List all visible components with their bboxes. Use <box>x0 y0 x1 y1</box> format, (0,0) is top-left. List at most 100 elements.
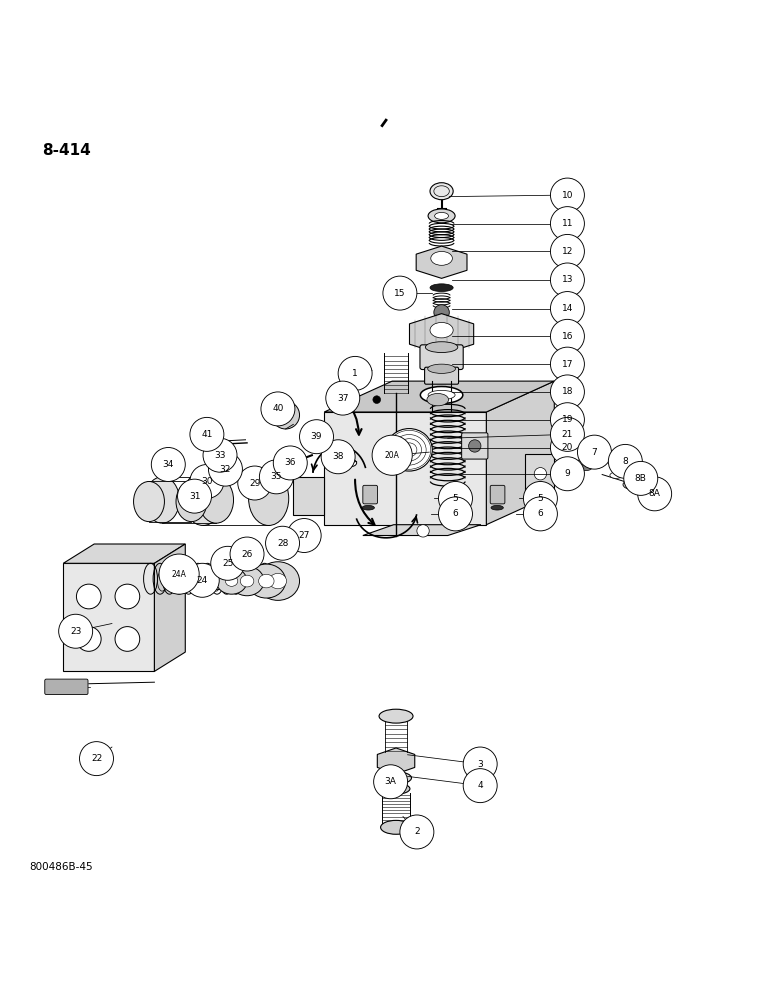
Text: 3: 3 <box>477 760 483 769</box>
Text: 8: 8 <box>622 457 628 466</box>
Text: 3A: 3A <box>384 777 397 786</box>
Text: 41: 41 <box>201 430 212 439</box>
Text: 30: 30 <box>201 477 212 486</box>
Ellipse shape <box>381 772 411 784</box>
Ellipse shape <box>199 477 233 523</box>
Circle shape <box>203 438 237 472</box>
Circle shape <box>326 381 360 415</box>
Ellipse shape <box>386 429 432 471</box>
Circle shape <box>151 448 185 481</box>
Ellipse shape <box>390 786 402 791</box>
FancyBboxPatch shape <box>425 367 459 384</box>
Text: 35: 35 <box>271 472 282 481</box>
Circle shape <box>469 440 481 452</box>
Ellipse shape <box>381 820 411 834</box>
Circle shape <box>178 479 212 513</box>
Circle shape <box>272 401 300 429</box>
Text: 22: 22 <box>91 754 102 763</box>
Ellipse shape <box>247 564 286 598</box>
Circle shape <box>259 460 293 494</box>
Circle shape <box>638 477 672 511</box>
Text: 10: 10 <box>562 191 573 200</box>
Text: 800486B-45: 800486B-45 <box>29 862 93 872</box>
Text: 20A: 20A <box>384 451 400 460</box>
Text: 13: 13 <box>562 275 573 284</box>
Circle shape <box>321 440 355 474</box>
Text: 12: 12 <box>562 247 573 256</box>
Polygon shape <box>324 412 486 525</box>
FancyBboxPatch shape <box>420 345 463 370</box>
Circle shape <box>59 614 93 648</box>
Ellipse shape <box>259 574 274 588</box>
Text: 21: 21 <box>562 430 573 439</box>
FancyBboxPatch shape <box>63 563 154 671</box>
Ellipse shape <box>388 775 404 781</box>
Circle shape <box>261 392 295 426</box>
Circle shape <box>287 519 321 552</box>
Ellipse shape <box>430 183 453 200</box>
Ellipse shape <box>183 471 223 525</box>
Polygon shape <box>409 314 474 354</box>
Ellipse shape <box>431 251 452 265</box>
Text: 20: 20 <box>562 443 573 452</box>
Circle shape <box>273 446 307 480</box>
Text: 6: 6 <box>452 509 459 518</box>
Circle shape <box>550 178 584 212</box>
Ellipse shape <box>428 390 455 400</box>
Circle shape <box>624 461 658 495</box>
Ellipse shape <box>343 459 357 467</box>
Text: 11: 11 <box>562 219 573 228</box>
Circle shape <box>550 292 584 326</box>
Circle shape <box>211 546 245 580</box>
Circle shape <box>373 396 381 403</box>
Polygon shape <box>486 381 554 525</box>
Text: 25: 25 <box>222 559 233 568</box>
Circle shape <box>434 305 449 320</box>
Circle shape <box>550 263 584 297</box>
Ellipse shape <box>225 576 238 586</box>
Circle shape <box>463 769 497 803</box>
Ellipse shape <box>430 284 453 292</box>
Polygon shape <box>525 454 554 494</box>
Text: 8A: 8A <box>648 489 661 498</box>
Text: 9: 9 <box>564 469 571 478</box>
Circle shape <box>185 563 219 597</box>
Text: 23: 23 <box>70 627 81 636</box>
Text: 6: 6 <box>537 509 543 518</box>
Ellipse shape <box>382 783 410 794</box>
Circle shape <box>400 815 434 849</box>
Text: 40: 40 <box>273 404 283 413</box>
Circle shape <box>550 457 584 491</box>
Circle shape <box>190 417 224 451</box>
Text: 36: 36 <box>285 458 296 467</box>
Circle shape <box>523 497 557 531</box>
Circle shape <box>115 584 140 609</box>
Ellipse shape <box>379 709 413 723</box>
Text: 29: 29 <box>249 479 260 488</box>
Text: 19: 19 <box>562 415 573 424</box>
Circle shape <box>76 627 101 651</box>
Text: 16: 16 <box>562 332 573 341</box>
Ellipse shape <box>256 562 300 600</box>
Text: 7: 7 <box>591 448 598 457</box>
Text: 4: 4 <box>477 781 483 790</box>
Text: 27: 27 <box>299 531 310 540</box>
Text: 24A: 24A <box>171 570 187 579</box>
Text: 15: 15 <box>394 289 405 298</box>
Circle shape <box>372 435 412 475</box>
Ellipse shape <box>425 342 458 353</box>
Text: 1: 1 <box>352 369 358 378</box>
Circle shape <box>76 584 101 609</box>
Text: 5: 5 <box>537 494 543 503</box>
Circle shape <box>550 319 584 353</box>
Ellipse shape <box>216 568 247 594</box>
Circle shape <box>577 435 611 469</box>
Text: 26: 26 <box>242 550 252 559</box>
Polygon shape <box>324 381 554 412</box>
Ellipse shape <box>428 364 455 373</box>
Circle shape <box>550 347 584 381</box>
Circle shape <box>550 431 584 464</box>
Text: 8-414: 8-414 <box>42 143 91 158</box>
Ellipse shape <box>623 480 640 489</box>
Circle shape <box>534 468 547 480</box>
